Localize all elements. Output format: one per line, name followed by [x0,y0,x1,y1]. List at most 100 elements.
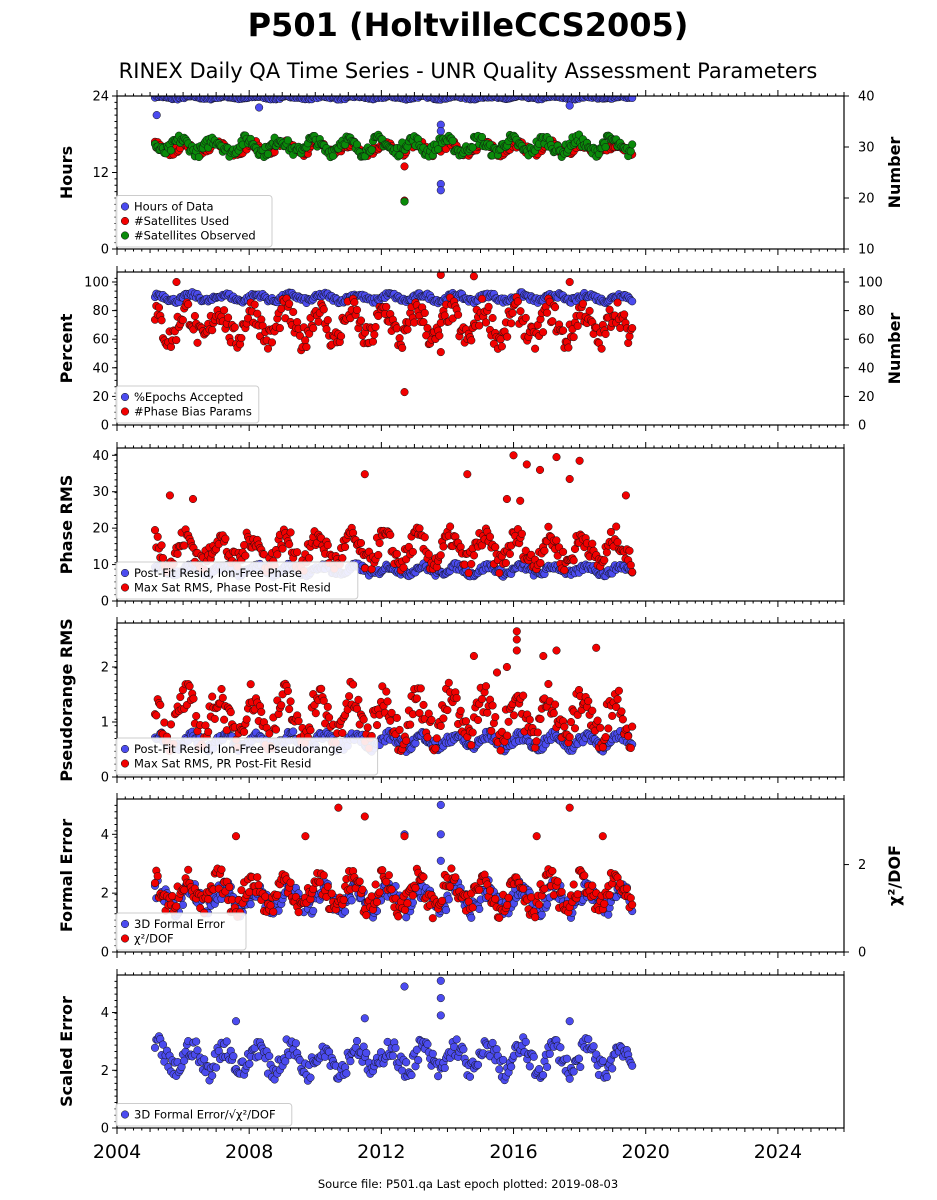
outlier-point [152,111,161,120]
data-point [408,891,417,900]
data-point [153,532,162,541]
data-point [178,316,187,325]
outlier-point [565,101,574,110]
data-point [495,913,504,922]
data-point [626,743,635,753]
data-point [626,147,635,156]
data-point [185,682,194,691]
data-point [358,885,367,894]
data-point [277,701,286,710]
outlier-point [165,491,174,500]
y2-tick-label: 20 [858,390,875,405]
data-point [208,326,217,335]
data-point [504,717,513,726]
outlier-point [436,830,445,839]
outlier-point [231,832,241,841]
y-tick-label: 20 [92,522,109,537]
data-point [305,329,314,338]
data-point [588,539,597,548]
data-point [559,326,568,335]
data-point [446,522,455,531]
data-point [375,888,384,897]
data-point [392,713,401,722]
data-point [190,311,199,321]
data-point [468,728,477,737]
outlier-point [436,800,445,809]
y2-tick-label: 20 [858,192,875,207]
data-point [521,546,530,555]
data-point [423,324,432,333]
y2-axis-label: χ²/DOF [885,845,904,906]
data-point [356,538,366,548]
data-point [285,540,294,549]
legend-marker [120,216,130,226]
data-point [368,337,378,346]
data-point [544,679,553,689]
data-point [311,709,320,718]
data-point [166,342,176,351]
outlier-point [188,494,198,504]
data-point [525,715,534,724]
data-point [519,884,528,893]
data-point [269,907,278,916]
data-point [605,305,614,314]
data-point [431,744,440,753]
data-point [372,898,382,907]
y-tick-label: 0 [101,243,109,258]
data-point [387,708,396,717]
data-point [338,554,347,563]
data-point [612,702,621,712]
data-point [624,732,633,741]
legend-label: #Satellites Observed [134,229,256,243]
data-point [184,300,193,309]
series-red [150,803,637,923]
data-point [395,334,404,343]
data-point [588,881,597,890]
data-point [588,706,597,715]
data-point [220,715,229,724]
data-point [573,890,582,899]
data-point [218,693,227,702]
data-point [551,303,560,312]
data-point [415,524,424,533]
data-point [596,723,605,732]
legend-box [115,561,359,600]
outlier-point [502,494,511,504]
outlier-point [575,456,584,465]
legend-box [115,737,379,776]
data-point [325,713,334,722]
data-point [286,528,295,537]
data-point [491,543,500,552]
outlier-point [172,277,181,287]
outlier-point [592,643,601,652]
legend-marker [120,583,130,592]
data-point [447,864,456,873]
data-point [350,298,359,307]
data-point [475,321,484,330]
data-point [411,883,420,892]
data-point [253,309,262,318]
y-tick-label: 40 [92,449,109,464]
data-point [263,149,273,159]
data-point [394,912,403,921]
data-point [569,556,578,565]
data-point [569,333,578,342]
data-point [438,896,447,905]
data-point [477,294,487,303]
outlier-point [492,668,502,677]
data-point [456,542,465,551]
legend: %Epochs Accepted#Phase Bias Params [115,385,260,424]
data-point [548,317,557,326]
data-point [531,913,540,922]
data-point [501,558,510,568]
y-tick-label: 20 [92,390,109,405]
data-point [509,711,518,720]
outlier-point [509,451,518,460]
data-point [158,554,168,563]
data-point [503,332,512,341]
scatter-points [150,451,637,581]
data-point [345,692,354,701]
outlier-point [565,474,574,484]
data-point [475,885,484,894]
